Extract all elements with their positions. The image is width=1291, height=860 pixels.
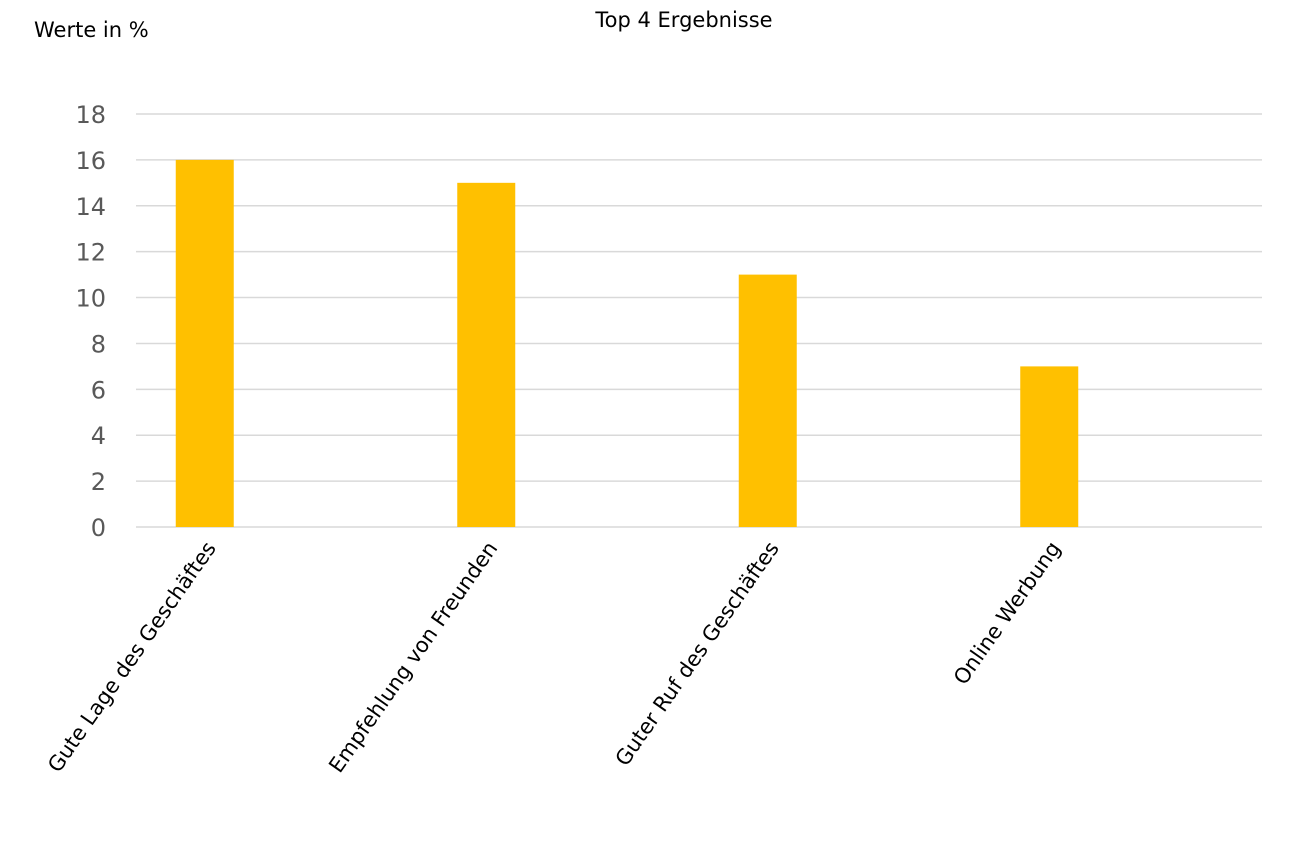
chart-title: Top 4 Ergebnisse bbox=[594, 8, 772, 32]
y-tick-label: 4 bbox=[91, 422, 106, 450]
bars bbox=[175, 159, 1079, 528]
gridlines bbox=[136, 113, 1262, 528]
bar bbox=[738, 274, 797, 527]
y-tick-label: 16 bbox=[75, 147, 106, 175]
x-tick-label: Gute Lage des Geschäftes bbox=[43, 537, 221, 777]
x-tick-label: Empfehlung von Freunden bbox=[324, 537, 502, 777]
y-tick-label: 14 bbox=[75, 193, 106, 221]
bar bbox=[175, 159, 234, 527]
y-tick-label: 10 bbox=[75, 285, 106, 313]
y-tick-label: 6 bbox=[91, 376, 106, 404]
x-tick-label: Guter Ruf des Geschäftes bbox=[611, 537, 784, 770]
y-axis-ticks: 0 2 4 6 8 10 12 14 16 18 bbox=[75, 101, 106, 542]
y-tick-label: 12 bbox=[75, 239, 106, 267]
y-tick-label: 2 bbox=[91, 468, 106, 496]
y-axis-label: Werte in % bbox=[34, 18, 149, 42]
bar bbox=[457, 182, 516, 528]
bar bbox=[1020, 366, 1079, 527]
x-tick-label: Online Werbung bbox=[949, 537, 1065, 689]
y-tick-label: 8 bbox=[91, 330, 106, 358]
y-tick-label: 0 bbox=[91, 514, 106, 542]
x-axis-ticks: Gute Lage des Geschäftes Empfehlung von F… bbox=[43, 537, 1065, 777]
y-tick-label: 18 bbox=[75, 101, 106, 129]
